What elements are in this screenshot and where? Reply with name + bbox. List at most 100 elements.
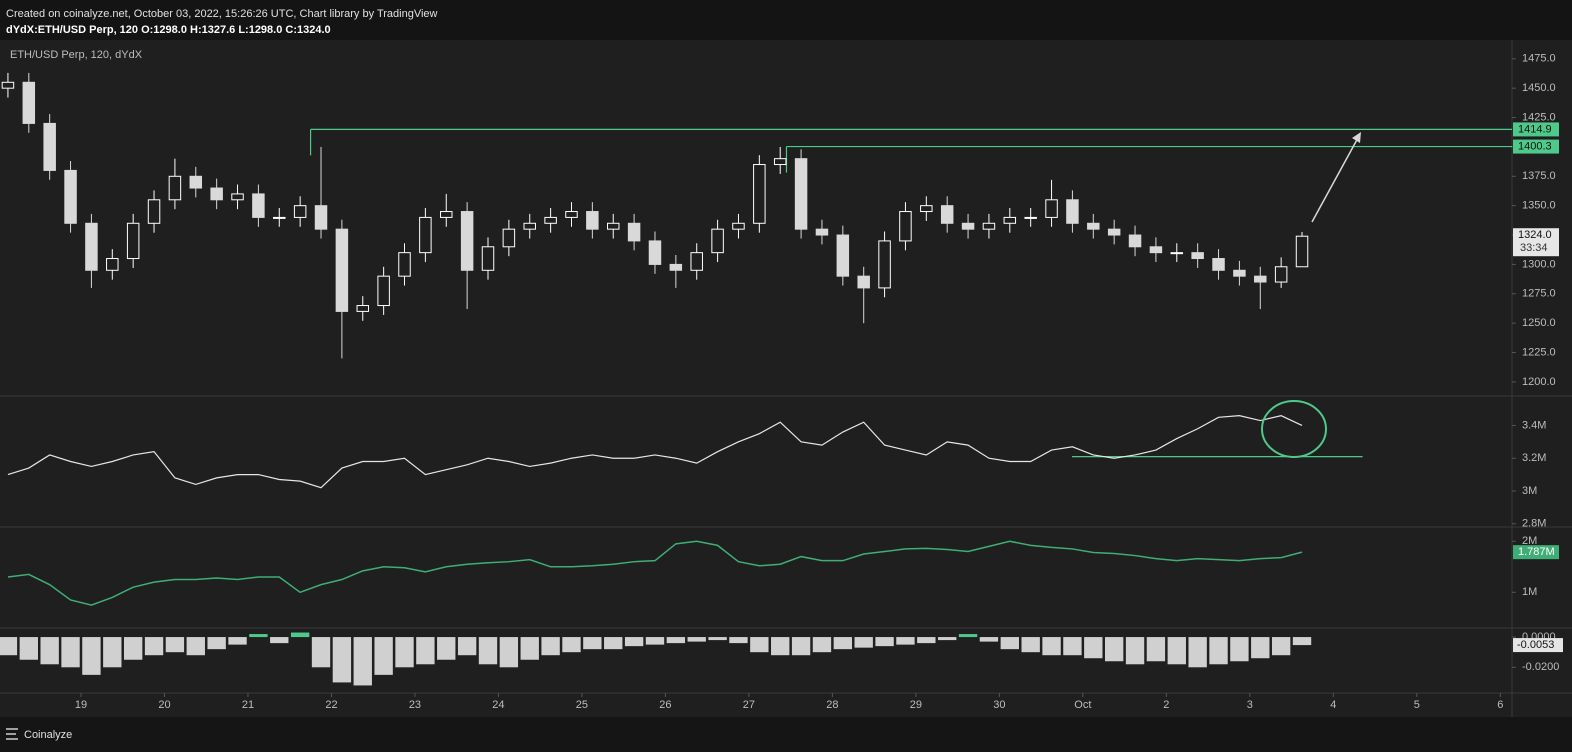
bar <box>938 637 957 641</box>
last-value-bg <box>1513 545 1559 560</box>
header-bar <box>0 0 1572 40</box>
bar <box>562 637 581 653</box>
arrow-head <box>1352 132 1361 143</box>
y-tick-label: 1275.0 <box>1522 288 1556 300</box>
level-label: 1414.9 <box>1518 123 1552 135</box>
candle-body <box>335 228 349 312</box>
candle-body <box>168 175 182 201</box>
x-tick-label: 25 <box>576 699 588 711</box>
y-tick-label: 3.4M <box>1522 419 1546 431</box>
last-value-label: -0.0053 <box>1517 639 1554 651</box>
bar <box>1271 637 1291 656</box>
candle-body <box>773 158 787 166</box>
candle-body <box>22 81 36 124</box>
bar <box>583 637 602 650</box>
level-label: 1400.3 <box>1518 140 1552 152</box>
candle-body <box>669 263 683 271</box>
x-tick-label: 4 <box>1330 699 1336 711</box>
candle-body <box>544 216 557 224</box>
x-tick-label: Oct <box>1074 699 1091 711</box>
y-tick-label: 3.2M <box>1522 452 1546 464</box>
y-tick-label: 2.8M <box>1522 518 1546 530</box>
last-price-bg <box>1513 228 1559 257</box>
candle-body <box>982 222 996 230</box>
candle-body <box>356 305 370 312</box>
bar <box>979 637 999 642</box>
footer-bar <box>0 717 1572 752</box>
bar <box>750 637 769 653</box>
y-tick-label: -0.0200 <box>1522 661 1559 673</box>
candle-body <box>690 252 703 271</box>
bar <box>791 637 811 656</box>
y-tick-label: 1300.0 <box>1522 258 1556 270</box>
candle-body <box>147 199 161 224</box>
bar <box>1125 637 1145 665</box>
bar <box>1000 637 1019 650</box>
candle-body <box>64 169 77 224</box>
candle-body <box>460 211 474 271</box>
candle-body <box>398 252 411 277</box>
series-line <box>7 415 1303 489</box>
bar <box>207 637 226 650</box>
bar <box>1021 637 1040 653</box>
last-value-label: 1.787M <box>1518 546 1555 558</box>
bar <box>666 637 686 644</box>
candle-body <box>920 205 933 213</box>
bar <box>374 637 393 675</box>
x-tick-label: 29 <box>910 699 922 711</box>
candle-body <box>961 222 975 230</box>
candle-body <box>753 164 766 224</box>
bar <box>249 634 268 638</box>
bar <box>103 637 122 668</box>
candle-body <box>711 228 724 254</box>
countdown-label: 33:34 <box>1520 242 1548 254</box>
candle-body <box>648 240 662 265</box>
bar <box>812 637 832 653</box>
x-tick-label: 20 <box>158 699 170 711</box>
bar <box>270 637 289 644</box>
candle-body <box>1295 235 1309 268</box>
bar <box>1084 637 1103 659</box>
bar <box>144 637 164 656</box>
candle-body <box>106 258 119 271</box>
bar <box>457 637 477 656</box>
candle-body <box>878 240 891 289</box>
bar <box>311 637 331 668</box>
x-tick-label: 22 <box>325 699 337 711</box>
bar <box>1104 637 1124 662</box>
bar <box>19 637 38 660</box>
bar <box>437 637 456 660</box>
bar <box>1042 637 1061 656</box>
candle-body <box>1128 234 1142 248</box>
bar <box>854 637 873 648</box>
y-tick-label: 2M <box>1522 535 1537 547</box>
candle-body <box>1107 228 1121 236</box>
level-label-bg <box>1513 122 1559 137</box>
candle-body <box>1233 269 1246 277</box>
candle-body <box>252 193 265 218</box>
x-tick-label: 2 <box>1163 699 1169 711</box>
bar <box>1146 637 1166 662</box>
candle-body <box>1066 199 1079 224</box>
candle-body <box>606 222 620 230</box>
x-tick-label: 21 <box>242 699 254 711</box>
candle-body <box>314 205 328 230</box>
y-tick-label: 1350.0 <box>1522 200 1556 212</box>
candle-body <box>189 175 203 189</box>
header-ohlc: dYdX:ETH/USD Perp, 120 O:1298.0 H:1327.6… <box>6 24 331 36</box>
candle-body <box>732 222 745 230</box>
bar <box>875 637 894 647</box>
bar <box>1209 637 1228 665</box>
bar <box>917 637 936 644</box>
bar <box>290 632 310 638</box>
menu-icon[interactable] <box>6 728 18 740</box>
level-label-bg <box>1513 139 1559 154</box>
bar <box>1292 637 1312 646</box>
x-tick-label: 23 <box>409 699 421 711</box>
candle-body <box>43 122 56 171</box>
bar <box>624 637 644 647</box>
plot-area: 1200.01225.01250.01275.01300.01325.01350… <box>0 53 1563 711</box>
candle-body <box>1024 216 1037 219</box>
x-tick-label: 26 <box>659 699 671 711</box>
